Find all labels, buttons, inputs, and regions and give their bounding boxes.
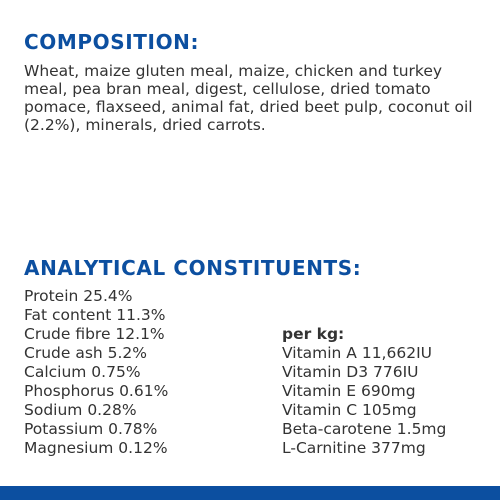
constituent-phosphorus: Phosphorus 0.61%: [24, 382, 169, 400]
constituents-list: Protein 25.4% Fat content 11.3% Crude fi…: [24, 287, 224, 458]
composition-heading: COMPOSITION:: [24, 30, 200, 54]
vitamin-e: Vitamin E 690mg: [282, 382, 416, 400]
beta-carotene: Beta-carotene 1.5mg: [282, 420, 447, 438]
constituent-potassium: Potassium 0.78%: [24, 420, 158, 438]
vitamin-d3: Vitamin D3 776IU: [282, 363, 419, 381]
per-kg-block: per kg: Vitamin A 11,662IU Vitamin D3 77…: [282, 325, 492, 458]
constituent-calcium: Calcium 0.75%: [24, 363, 141, 381]
composition-text: Wheat, maize gluten meal, maize, chicken…: [24, 62, 473, 134]
constituent-fat-content: Fat content 11.3%: [24, 306, 166, 324]
per-kg-label: per kg:: [282, 325, 345, 343]
bottom-bar: [0, 486, 500, 500]
constituent-magnesium: Magnesium 0.12%: [24, 439, 168, 457]
vitamin-c: Vitamin C 105mg: [282, 401, 417, 419]
constituent-crude-fibre: Crude fibre 12.1%: [24, 325, 165, 343]
constituent-protein: Protein 25.4%: [24, 287, 133, 305]
l-carnitine: L-Carnitine 377mg: [282, 439, 426, 457]
vitamin-a: Vitamin A 11,662IU: [282, 344, 432, 362]
constituent-crude-ash: Crude ash 5.2%: [24, 344, 148, 362]
constituent-sodium: Sodium 0.28%: [24, 401, 137, 419]
analytical-constituents-heading: ANALYTICAL CONSTITUENTS:: [24, 256, 362, 280]
per-kg-list: Vitamin A 11,662IU Vitamin D3 776IU Vita…: [282, 344, 492, 458]
